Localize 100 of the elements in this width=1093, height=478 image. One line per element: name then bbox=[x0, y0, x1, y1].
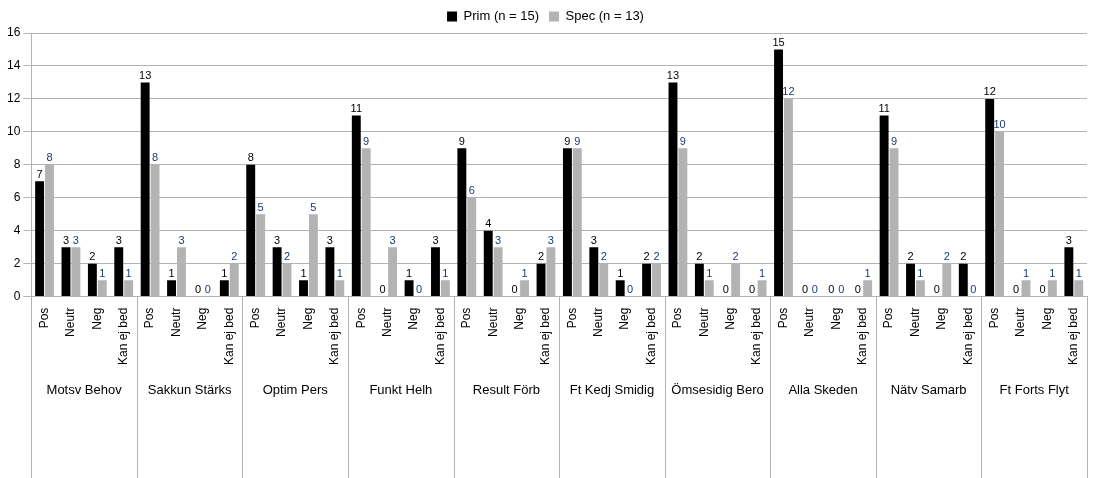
data-label: 9 bbox=[564, 134, 571, 147]
bar bbox=[879, 115, 889, 297]
data-label: 3 bbox=[326, 233, 333, 246]
bar bbox=[114, 247, 124, 297]
bar bbox=[1047, 280, 1057, 297]
data-label: 0 bbox=[933, 283, 940, 296]
data-label: 2 bbox=[960, 250, 967, 263]
data-label: 10 bbox=[993, 118, 1006, 131]
data-label: 1 bbox=[406, 266, 413, 279]
x-tick-label: Pos bbox=[142, 307, 157, 329]
x-tick-label: Pos bbox=[36, 307, 51, 329]
x-tick-label: Kan ej bed bbox=[538, 307, 553, 366]
bar bbox=[404, 280, 414, 297]
x-tick-label: Neg bbox=[1039, 307, 1054, 330]
bar bbox=[87, 263, 97, 297]
x-tick-label: Neutr bbox=[1013, 307, 1028, 337]
x-tick-label: Neutr bbox=[696, 307, 711, 337]
data-label: 2 bbox=[231, 250, 238, 263]
text: Nätv Samarb bbox=[890, 381, 967, 397]
y-tick-label: 2 bbox=[13, 255, 21, 270]
x-tick-label: Neg bbox=[723, 307, 738, 330]
data-label: 0 bbox=[379, 283, 386, 296]
data-label: 1 bbox=[1075, 266, 1082, 279]
data-label: 3 bbox=[62, 233, 70, 246]
data-label: 3 bbox=[495, 233, 502, 246]
text: Alla Skeden bbox=[788, 381, 858, 397]
data-label: 3 bbox=[178, 233, 185, 246]
data-label: 9 bbox=[574, 134, 581, 147]
data-label: 5 bbox=[310, 200, 317, 213]
data-label: 0 bbox=[828, 283, 835, 296]
y-tick-label: 14 bbox=[6, 58, 21, 73]
bar bbox=[483, 230, 493, 297]
data-label: 0 bbox=[511, 283, 518, 296]
x-tick-label: Kan ej bed bbox=[221, 307, 236, 366]
data-label: 1 bbox=[99, 266, 106, 279]
x-tick-label: Pos bbox=[247, 307, 262, 329]
x-tick-label: Neg bbox=[934, 307, 949, 330]
bar bbox=[958, 263, 968, 297]
text: Result Förb bbox=[472, 381, 540, 397]
bar bbox=[1074, 280, 1084, 297]
bar bbox=[61, 247, 71, 297]
x-tick-label: Kan ej bed bbox=[749, 307, 764, 366]
bar bbox=[219, 280, 229, 297]
data-label: 1 bbox=[706, 266, 713, 279]
x-tick-label: Pos bbox=[881, 307, 896, 329]
data-label: 15 bbox=[772, 36, 785, 49]
bar bbox=[351, 115, 361, 297]
bar bbox=[985, 98, 995, 297]
data-label: 3 bbox=[432, 233, 439, 246]
data-label: 3 bbox=[72, 233, 79, 246]
data-label: 0 bbox=[749, 283, 756, 296]
data-label: 13 bbox=[139, 68, 152, 81]
data-label: 4 bbox=[485, 217, 492, 230]
bar bbox=[615, 280, 625, 297]
text: Ft Forts Flyt bbox=[999, 381, 1070, 397]
data-label: 1 bbox=[168, 266, 175, 279]
bar bbox=[299, 280, 308, 297]
legend-label: Spec (n = 13) bbox=[565, 8, 644, 24]
data-label: 1 bbox=[300, 266, 307, 279]
data-label: 3 bbox=[590, 233, 597, 246]
x-tick-label: Neg bbox=[406, 307, 421, 330]
bar bbox=[642, 263, 652, 297]
bar bbox=[140, 82, 150, 297]
data-label: 1 bbox=[917, 266, 924, 279]
bar bbox=[325, 247, 335, 297]
x-tick-label: Kan ej bed bbox=[960, 307, 975, 366]
bar bbox=[562, 148, 572, 297]
data-label: 2 bbox=[653, 250, 660, 263]
text: Sakkun Stärks bbox=[147, 381, 233, 397]
data-label: 0 bbox=[801, 283, 809, 296]
data-label: 1 bbox=[758, 266, 766, 279]
data-label: 3 bbox=[1065, 233, 1072, 246]
data-label: 0 bbox=[838, 283, 845, 296]
data-label: 1 bbox=[617, 266, 624, 279]
y-tick-label: 16 bbox=[6, 25, 21, 40]
data-label: 0 bbox=[722, 283, 729, 296]
data-label: 9 bbox=[890, 134, 898, 147]
x-tick-label: Neutr bbox=[591, 307, 606, 337]
text: Funkt Helh bbox=[369, 381, 433, 397]
bar bbox=[335, 280, 345, 297]
x-tick-label: Neg bbox=[511, 307, 526, 330]
bar bbox=[589, 247, 599, 297]
data-label: 2 bbox=[537, 250, 545, 263]
y-tick-label: 0 bbox=[13, 288, 21, 303]
legend-label: Prim (n = 15) bbox=[463, 8, 540, 24]
x-tick-label: Pos bbox=[564, 307, 579, 329]
x-tick-label: Neutr bbox=[274, 307, 289, 337]
bar bbox=[694, 263, 704, 297]
data-label: 12 bbox=[983, 85, 996, 98]
bar bbox=[431, 247, 440, 297]
bar bbox=[906, 263, 915, 297]
bar bbox=[704, 280, 714, 297]
data-label: 1 bbox=[442, 266, 449, 279]
data-label: 1 bbox=[221, 266, 228, 279]
data-label: 0 bbox=[627, 283, 634, 296]
data-label: 9 bbox=[458, 134, 465, 147]
data-label: 0 bbox=[1013, 283, 1020, 296]
y-tick-label: 6 bbox=[13, 190, 21, 205]
data-label: 1 bbox=[864, 266, 871, 279]
data-label: 5 bbox=[257, 200, 264, 213]
